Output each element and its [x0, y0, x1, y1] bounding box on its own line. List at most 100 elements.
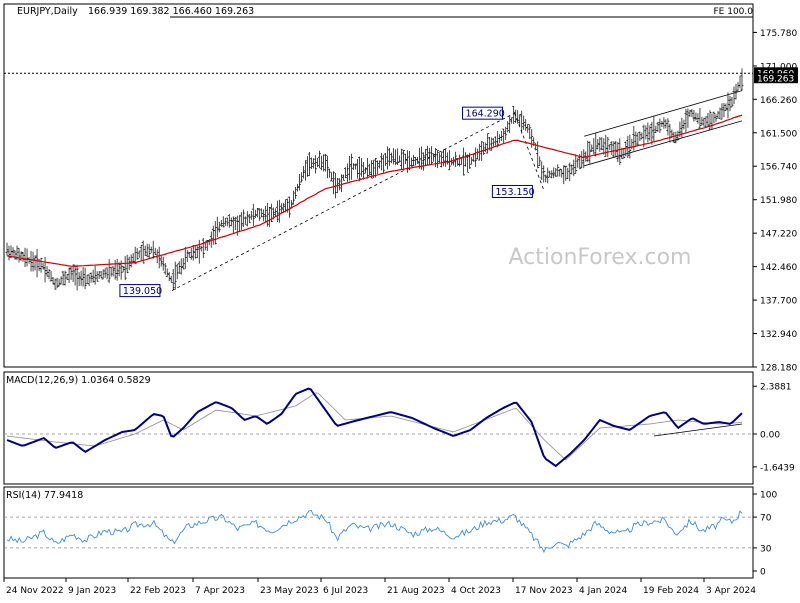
price-bar	[345, 163, 349, 183]
price-bar	[580, 151, 584, 169]
price-bar	[73, 264, 77, 286]
price-bar	[257, 208, 261, 221]
price-bar	[606, 136, 610, 158]
price-bar	[117, 262, 121, 277]
price-bar	[351, 163, 355, 170]
price-bar	[570, 164, 574, 175]
price-frame	[3, 3, 754, 368]
price-bar	[474, 147, 478, 167]
price-bar	[708, 110, 712, 131]
price-bar	[215, 216, 219, 238]
price-bar	[546, 167, 550, 184]
price-bar	[293, 186, 297, 199]
price-bar	[175, 263, 179, 280]
price-bar	[11, 247, 15, 257]
price-bar	[568, 162, 572, 182]
price-bar	[223, 217, 227, 226]
rsi-line	[6, 509, 743, 554]
price-bar	[398, 155, 402, 163]
price-bar	[508, 116, 512, 134]
price-bar	[728, 95, 732, 112]
price-bar	[588, 141, 592, 164]
price-bar	[359, 158, 363, 177]
price-bar	[85, 274, 89, 285]
price-bar	[560, 169, 564, 178]
price-bar	[702, 117, 706, 127]
x-tick-label: 9 Jan 2023	[68, 586, 116, 596]
price-bar	[414, 156, 418, 166]
price-bar	[558, 168, 562, 177]
price-bar	[564, 165, 568, 181]
price-bar	[105, 267, 109, 280]
price-bar	[388, 147, 392, 166]
price-bar	[221, 216, 225, 228]
price-bar	[363, 167, 367, 174]
price-bar	[386, 146, 390, 170]
price-y-tick-label: 128.180	[760, 364, 797, 374]
price-bar	[75, 264, 79, 291]
price-bar	[129, 254, 133, 268]
price-bar	[303, 160, 307, 181]
price-bar	[35, 248, 39, 278]
price-bar	[255, 207, 259, 218]
price-bar	[147, 244, 151, 258]
price-bar	[602, 138, 606, 155]
price-bar	[740, 68, 744, 91]
price-bar	[724, 103, 728, 111]
price-bar	[337, 178, 341, 191]
price-bar	[668, 123, 672, 143]
price-bar	[552, 167, 556, 179]
price-bar	[19, 251, 23, 262]
price-bar	[281, 203, 285, 213]
price-bar	[65, 273, 69, 280]
price-bar	[197, 239, 201, 264]
price-bar	[229, 217, 233, 227]
price-bar	[688, 110, 692, 117]
price-bar	[173, 261, 177, 290]
price-bar	[464, 152, 468, 167]
price-bar	[367, 163, 371, 176]
price-bar	[95, 271, 99, 282]
current-price-label: 169.263	[757, 75, 794, 85]
price-bar	[682, 119, 686, 130]
price-bar	[514, 109, 518, 124]
annotation-label: 153.150	[495, 187, 534, 198]
price-bar	[125, 254, 129, 274]
price-bar	[327, 168, 331, 178]
price-bar	[458, 154, 462, 167]
price-bar	[165, 268, 169, 278]
annotation-box	[462, 106, 504, 120]
price-bar	[159, 255, 163, 267]
price-bar	[654, 125, 658, 133]
price-bar	[494, 136, 498, 146]
price-bar	[5, 242, 9, 256]
x-tick-label: 23 May 2023	[260, 586, 319, 596]
fe-level-tag	[754, 67, 798, 79]
price-bar	[309, 157, 313, 170]
price-bar	[267, 206, 271, 227]
price-bar	[349, 153, 353, 180]
price-bar	[355, 159, 359, 179]
price-bar	[394, 149, 398, 166]
price-bar	[143, 245, 147, 256]
price-bar	[107, 259, 111, 284]
price-bar	[576, 157, 580, 168]
price-bar	[365, 157, 369, 179]
price-bar	[608, 143, 612, 151]
price-bar	[548, 170, 552, 178]
price-bar	[656, 121, 660, 132]
macd-label: MACD(12,26,9) 1.0364 0.5829	[6, 375, 151, 386]
price-bar	[638, 131, 642, 142]
price-bar	[57, 278, 61, 287]
price-bar	[259, 208, 263, 218]
price-bar	[444, 149, 448, 167]
price-bar	[684, 108, 688, 133]
price-bar	[544, 174, 548, 183]
price-bar	[410, 157, 414, 167]
price-bar	[566, 167, 570, 180]
price-bar	[440, 151, 444, 168]
price-bar	[245, 211, 249, 227]
price-bar	[628, 134, 632, 159]
price-bar	[179, 258, 183, 275]
